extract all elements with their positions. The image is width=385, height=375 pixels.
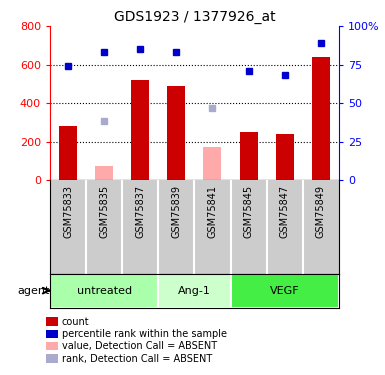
Text: agent: agent xyxy=(17,286,49,296)
Text: GSM75837: GSM75837 xyxy=(135,185,145,238)
Text: GSM75841: GSM75841 xyxy=(208,185,218,238)
Bar xyxy=(231,274,339,308)
Text: GSM75839: GSM75839 xyxy=(171,185,181,238)
Text: VEGF: VEGF xyxy=(270,286,300,296)
Bar xyxy=(50,274,158,308)
Text: untreated: untreated xyxy=(77,286,132,296)
Text: rank, Detection Call = ABSENT: rank, Detection Call = ABSENT xyxy=(62,354,212,364)
Bar xyxy=(158,274,231,308)
Bar xyxy=(167,86,186,180)
Text: GSM75833: GSM75833 xyxy=(63,185,73,238)
Bar xyxy=(312,57,330,180)
Bar xyxy=(59,126,77,180)
Bar xyxy=(239,132,258,180)
Bar xyxy=(276,134,294,180)
Text: GSM75835: GSM75835 xyxy=(99,185,109,238)
Text: GSM75847: GSM75847 xyxy=(280,185,290,238)
Text: count: count xyxy=(62,317,89,327)
Bar xyxy=(131,80,149,180)
Text: GSM75845: GSM75845 xyxy=(244,185,254,238)
Text: GSM75849: GSM75849 xyxy=(316,185,326,238)
Text: value, Detection Call = ABSENT: value, Detection Call = ABSENT xyxy=(62,342,217,351)
Bar xyxy=(95,166,113,180)
Text: Ang-1: Ang-1 xyxy=(178,286,211,296)
Title: GDS1923 / 1377926_at: GDS1923 / 1377926_at xyxy=(114,10,275,24)
Bar xyxy=(203,147,221,180)
Text: percentile rank within the sample: percentile rank within the sample xyxy=(62,329,227,339)
